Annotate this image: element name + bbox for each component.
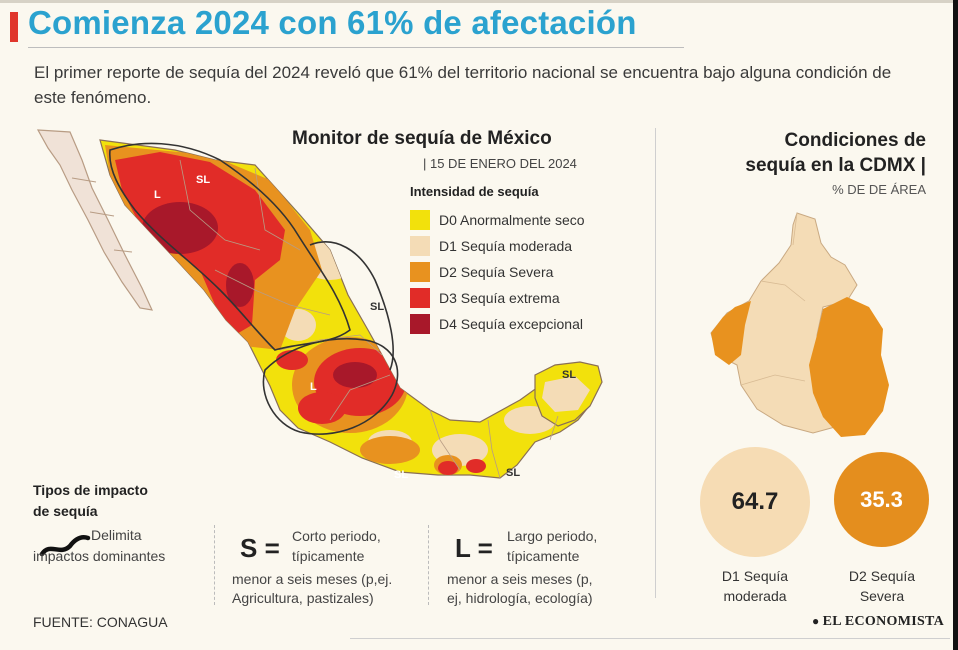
- legend-swatch: [410, 314, 430, 334]
- footer-rule: [350, 638, 950, 639]
- d2-label-line: D2 Sequía: [848, 568, 916, 584]
- impact-delimita-text: Delimita impactos dominantes: [33, 527, 166, 564]
- dashed-divider: [214, 525, 215, 605]
- legend-item-d3: D3 Sequía extrema: [410, 288, 560, 308]
- region-label: SL: [196, 174, 210, 186]
- d2-percent-value: 35.3: [860, 486, 903, 512]
- d3-zone: [276, 350, 308, 370]
- d2-zone: [360, 436, 420, 464]
- long-line: típicamente: [507, 548, 580, 564]
- d4-zone: [142, 202, 218, 254]
- d3-zone: [438, 461, 458, 475]
- d1-label-line: moderada: [723, 588, 787, 604]
- legend-item-d0: D0 Anormalmente seco: [410, 210, 585, 230]
- impact-title-line: Tipos de impacto: [33, 482, 148, 498]
- title-rule: [28, 47, 684, 48]
- outline-curve-icon: [39, 535, 91, 557]
- region-label: SL: [394, 469, 408, 481]
- short-line: Agricultura, pastizales): [232, 590, 374, 606]
- cdmx-title-line: Condiciones de: [784, 130, 926, 151]
- short-letter: S =: [240, 533, 280, 563]
- d4-zone: [333, 362, 377, 388]
- long-line: Largo periodo,: [507, 528, 598, 544]
- region-label: SL: [370, 301, 384, 313]
- d3-zone: [298, 392, 346, 424]
- map-title: Monitor de sequía de México: [292, 128, 552, 149]
- top-border: [0, 0, 958, 3]
- d1-circle-label: D1 Sequía moderada: [695, 566, 815, 606]
- cdmx-map: [710, 212, 889, 437]
- right-edge-border: [953, 0, 958, 650]
- subtitle: El primer reporte de sequía del 2024 rev…: [34, 63, 892, 107]
- impact-outline-east: [309, 241, 394, 371]
- cdmx-d1-area: [710, 212, 858, 434]
- long-line: ej, hidrología, ecología): [447, 590, 593, 606]
- short-line: menor a seis meses (p,ej.: [232, 571, 393, 587]
- legend-label: D4 Sequía excepcional: [439, 316, 583, 332]
- legend-item-d1: D1 Sequía moderada: [410, 236, 572, 256]
- impact-title-line: de sequía: [33, 503, 98, 519]
- d2-percent-circle: 35.3: [834, 452, 929, 547]
- cdmx-title-line: sequía en la CDMX |: [745, 155, 926, 176]
- legend-item-d4: D4 Sequía excepcional: [410, 314, 583, 334]
- mexico-drought-map: L SL SL L SL SL SL: [36, 129, 603, 481]
- long-line: menor a seis meses (p,: [447, 571, 593, 587]
- legend-label: D1 Sequía moderada: [439, 238, 573, 254]
- page-title: Comienza 2024 con 61% de afectación: [28, 4, 637, 41]
- cdmx-subtitle: % DE DE ÁREA: [832, 182, 926, 197]
- region-label: L: [310, 381, 317, 393]
- d3-zone: [466, 459, 486, 473]
- source-note: FUENTE: CONAGUA: [33, 614, 168, 630]
- d1-label-line: D1 Sequía: [721, 568, 789, 584]
- legend-title: Intensidad de sequía: [410, 184, 539, 199]
- title-accent-bar: [10, 12, 18, 42]
- region-label: L: [154, 189, 161, 201]
- region-label: SL: [506, 467, 520, 479]
- brand-mark-icon: ●: [812, 614, 820, 628]
- impact-outline-center: [262, 337, 399, 435]
- legend-label: D3 Sequía extrema: [439, 290, 560, 306]
- short-line: típicamente: [292, 548, 365, 564]
- cdmx-title: Condiciones de sequía en la CDMX |: [700, 128, 926, 178]
- impact-outline-desc: Delimita impactos dominantes: [33, 525, 173, 567]
- short-line: Corto periodo,: [292, 528, 381, 544]
- map-date: | 15 DE ENERO DEL 2024: [423, 156, 577, 171]
- legend-swatch: [410, 236, 430, 256]
- legend-item-d2: D2 Sequía Severa: [410, 262, 553, 282]
- long-letter: L =: [455, 533, 493, 563]
- impact-types-title: Tipos de impacto de sequía: [33, 480, 183, 522]
- legend-label: D0 Anormalmente seco: [439, 212, 585, 228]
- dashed-divider: [428, 525, 429, 605]
- legend-swatch: [410, 210, 430, 230]
- baja-california-region: [36, 129, 154, 311]
- d1-percent-circle: 64.7: [700, 447, 810, 557]
- d4-zone: [226, 263, 254, 307]
- d2-circle-label: D2 Sequía Severa: [822, 566, 942, 606]
- legend-swatch: [410, 288, 430, 308]
- legend-label: D2 Sequía Severa: [439, 264, 554, 280]
- legend-swatch: [410, 262, 430, 282]
- d2-label-line: Severa: [859, 588, 905, 604]
- region-label: SL: [562, 369, 576, 381]
- d1-percent-value: 64.7: [731, 488, 779, 515]
- cdmx-d2-area-west: [711, 301, 751, 365]
- brand-name: EL ECONOMISTA: [822, 614, 945, 629]
- section-divider: [655, 128, 656, 598]
- brand-logo: ● EL ECONOMISTA: [812, 614, 944, 630]
- cdmx-d2-area-east: [809, 297, 889, 437]
